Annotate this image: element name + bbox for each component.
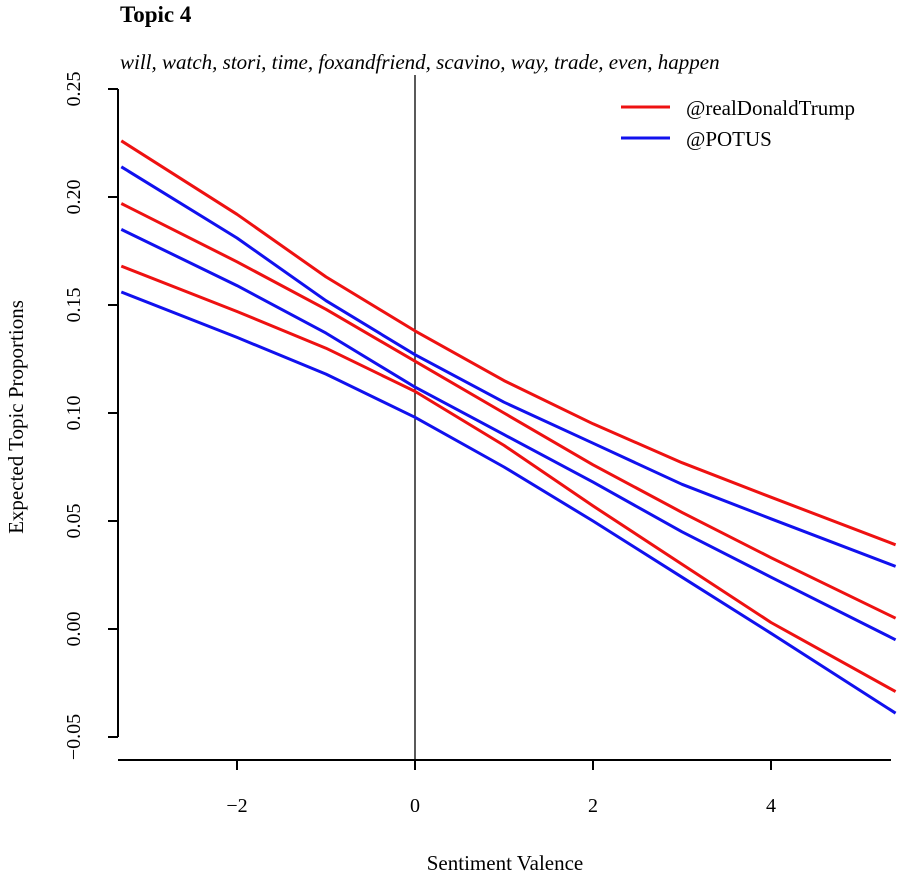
- legend-label: @realDonaldTrump: [686, 96, 855, 120]
- series-2-estimate-line: [120, 228, 897, 642]
- x-tick-label: 2: [588, 795, 598, 817]
- y-tick-label: 0.20: [63, 180, 85, 215]
- chart-title: Topic 4: [120, 2, 192, 27]
- series-1-estimate-line: [120, 202, 897, 620]
- y-tick-label: 0.10: [63, 396, 85, 431]
- x-tick-label: −2: [226, 795, 247, 817]
- x-tick-label: 0: [410, 795, 420, 817]
- y-tick-label: 0.25: [63, 72, 85, 107]
- y-tick-label: −0.05: [63, 714, 85, 760]
- x-tick-label: 4: [766, 795, 776, 817]
- series-2-upper-line: [120, 165, 897, 568]
- chart-subtitle: will, watch, stori, time, foxandfriend, …: [120, 50, 720, 74]
- series-2-lower-line: [120, 290, 897, 715]
- y-tick-label: 0.00: [63, 612, 85, 647]
- series-1-upper-line: [120, 139, 897, 547]
- y-tick-label: 0.15: [63, 288, 85, 323]
- y-tick-label: 0.05: [63, 504, 85, 539]
- series-1-lower-line: [120, 264, 897, 693]
- y-axis-label: Expected Topic Proportions: [4, 300, 28, 534]
- x-axis-label: Sentiment Valence: [427, 851, 584, 875]
- legend-label: @POTUS: [686, 127, 772, 151]
